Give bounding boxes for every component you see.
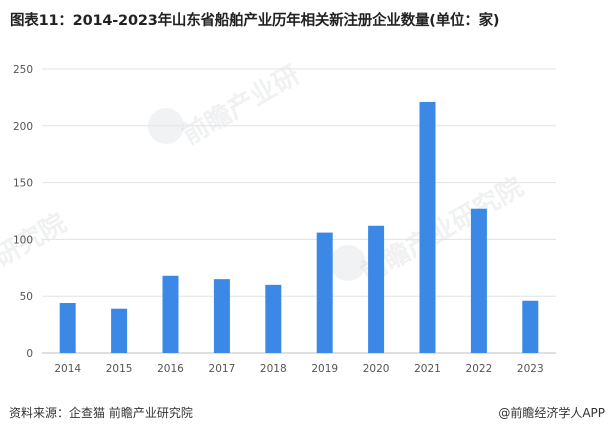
bar-2018 bbox=[265, 284, 282, 353]
watermark-logo bbox=[330, 245, 366, 281]
bar-2019 bbox=[316, 232, 333, 353]
x-tick-label: 2018 bbox=[260, 363, 287, 375]
y-tick-label: 150 bbox=[13, 178, 33, 190]
x-tick-label: 2022 bbox=[466, 363, 493, 375]
bar-2020 bbox=[368, 225, 385, 353]
x-tick-label: 2015 bbox=[106, 363, 133, 375]
credit-note: @前瞻经济学人APP bbox=[498, 406, 605, 420]
bar-2017 bbox=[213, 279, 230, 353]
source-note: 资料来源：企查猫 前瞻产业研究院 bbox=[9, 406, 193, 420]
x-tick-label: 2023 bbox=[517, 363, 544, 375]
x-tick-label: 2016 bbox=[157, 363, 184, 375]
y-tick-label: 50 bbox=[20, 291, 33, 303]
y-tick-label: 250 bbox=[13, 64, 33, 76]
x-tick-label: 2014 bbox=[54, 363, 81, 375]
bar-2021 bbox=[419, 101, 436, 353]
bar-2023 bbox=[522, 300, 539, 353]
x-tick-label: 2017 bbox=[209, 363, 236, 375]
x-tick-label: 2021 bbox=[414, 363, 441, 375]
y-tick-label: 0 bbox=[26, 348, 33, 360]
bar-2022 bbox=[470, 208, 487, 353]
bar-2015 bbox=[111, 308, 128, 353]
x-tick-label: 2019 bbox=[311, 363, 338, 375]
x-tick-label: 2020 bbox=[363, 363, 390, 375]
chart-title: 图表11：2014-2023年山东省船舶产业历年相关新注册企业数量(单位：家) bbox=[10, 13, 500, 29]
bar-2016 bbox=[162, 275, 179, 353]
bar-2014 bbox=[59, 303, 76, 353]
y-tick-label: 100 bbox=[13, 234, 33, 246]
y-tick-label: 200 bbox=[13, 121, 33, 133]
